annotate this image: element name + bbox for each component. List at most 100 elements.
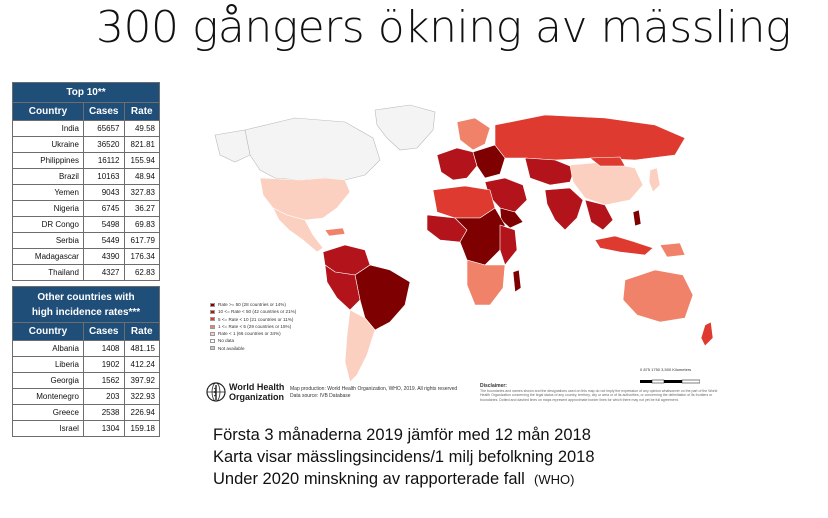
table-row: Brazil 10163 48.94 (12, 168, 160, 185)
cases-cell: 1562 (82, 372, 125, 389)
table-row: Thailand 4327 62.83 (12, 264, 160, 281)
legend-swatch (210, 302, 215, 307)
brazil (354, 264, 411, 331)
cases-cell: 36520 (82, 136, 125, 153)
column-header-country: Country (12, 102, 84, 121)
legend-label: Rate < 1 (66 countries or 34%) (218, 331, 281, 337)
cases-cell: 5498 (82, 216, 125, 233)
who-name-line1: World Health (229, 382, 285, 392)
rate-cell: 412.24 (123, 356, 160, 373)
legend-label: 10 <= Rate < 50 (42 countries or 21%) (218, 309, 297, 315)
east-africa (499, 224, 518, 266)
rate-cell: 617.79 (123, 232, 160, 249)
central-africa (454, 207, 506, 266)
mexico (272, 207, 324, 253)
canada (244, 117, 381, 181)
cases-cell: 4327 (82, 264, 125, 281)
cases-cell: 65657 (82, 120, 125, 137)
southern-cone (344, 309, 376, 383)
table-row: Albania 1408 481.15 (12, 340, 160, 357)
country-cell: Liberia (12, 356, 84, 373)
greenland (374, 104, 436, 151)
table-row: Philippines 16112 155.94 (12, 152, 160, 169)
legend-item: 1 <= Rate < 5 (29 countries or 15%) (210, 323, 296, 330)
rate-cell: 327.83 (123, 184, 160, 201)
cases-cell: 16112 (82, 152, 125, 169)
indonesia (594, 235, 654, 256)
philippines (632, 209, 642, 227)
legend-label: No data (218, 338, 235, 344)
country-cell: Brazil (12, 168, 84, 185)
column-header-rate: Rate (123, 102, 160, 121)
cases-cell: 203 (82, 388, 125, 405)
cases-cell: 4390 (82, 248, 125, 265)
disclaimer-text: The boundaries and names shown and the d… (480, 388, 718, 402)
caribbean (324, 227, 346, 237)
russia (494, 114, 686, 161)
cases-cell: 1304 (82, 420, 125, 437)
table-row: DR Congo 5498 69.83 (12, 216, 160, 233)
legend-swatch (210, 309, 215, 314)
legend-item: 5 <= Rate < 10 (21 countries or 11%) (210, 316, 296, 323)
rate-cell: 48.94 (123, 168, 160, 185)
mongolia (589, 156, 626, 167)
legend-swatch (210, 317, 215, 322)
peru-bolivia (324, 264, 361, 311)
production-line: Map production: World Health Organizatio… (290, 386, 458, 392)
table-row: Ukraine 36520 821.81 (12, 136, 160, 153)
country-cell: Israel (12, 420, 84, 437)
india (544, 187, 584, 231)
disclaimer-heading: Disclaimer: (480, 383, 507, 389)
cases-cell: 5449 (82, 232, 125, 249)
column-header-rate: Rate (123, 322, 160, 341)
country-cell: Georgia (12, 372, 84, 389)
papua (659, 242, 686, 258)
rate-cell: 36.27 (123, 200, 160, 217)
cases-cell: 1408 (82, 340, 125, 357)
table-row: Madagascar 4390 176.34 (12, 248, 160, 265)
country-cell: Albania (12, 340, 84, 357)
rate-cell: 226.94 (123, 404, 160, 421)
table-row: Nigeria 6745 36.27 (12, 200, 160, 217)
who-emblem-icon (206, 382, 226, 402)
legend-item: Not available (210, 345, 296, 352)
column-header-cases: Cases (82, 102, 125, 121)
country-cell: Philippines (12, 152, 84, 169)
who-name: World Health Organization (229, 382, 284, 402)
note-line-3-text: Under 2020 minskning av rapporterade fal… (213, 470, 525, 488)
top10-header: Top 10** (12, 82, 160, 103)
north-africa (432, 185, 496, 219)
europe-west (436, 147, 478, 181)
legend-swatch (210, 339, 215, 344)
legend-swatch (210, 346, 215, 351)
table-row: Yemen 9043 327.83 (12, 184, 160, 201)
other-countries-table: Other countries with high incidence rate… (12, 286, 160, 437)
australia (622, 269, 694, 323)
country-cell: Serbia (12, 232, 84, 249)
country-cell: DR Congo (12, 216, 84, 233)
world-map-svg (214, 104, 714, 383)
rate-cell: 155.94 (123, 152, 160, 169)
rate-cell: 159.18 (123, 420, 160, 437)
rate-cell: 821.81 (123, 136, 160, 153)
cases-cell: 1902 (82, 356, 125, 373)
table-row: Israel 1304 159.18 (12, 420, 160, 437)
legend-label: Not available (218, 345, 245, 351)
table-row: Georgia 1562 397.92 (12, 372, 160, 389)
country-cell: Thailand (12, 264, 84, 281)
rate-cell: 322.93 (123, 388, 160, 405)
legend-item: Rate < 1 (66 countries or 34%) (210, 330, 296, 337)
rate-cell: 481.15 (123, 340, 160, 357)
legend-item: 10 <= Rate < 50 (42 countries or 21%) (210, 308, 296, 315)
rate-cell: 397.92 (123, 372, 160, 389)
central-asia (524, 157, 576, 186)
table-row: Serbia 5449 617.79 (12, 232, 160, 249)
cases-cell: 10163 (82, 168, 125, 185)
country-cell: India (12, 120, 84, 137)
rate-cell: 49.58 (123, 120, 160, 137)
legend-item: Rate >= 50 (28 countries or 14%) (210, 301, 296, 308)
country-cell: Ukraine (12, 136, 84, 153)
note-source-tag: (WHO) (534, 472, 575, 487)
world-map (205, 100, 725, 412)
country-cell: Nigeria (12, 200, 84, 217)
